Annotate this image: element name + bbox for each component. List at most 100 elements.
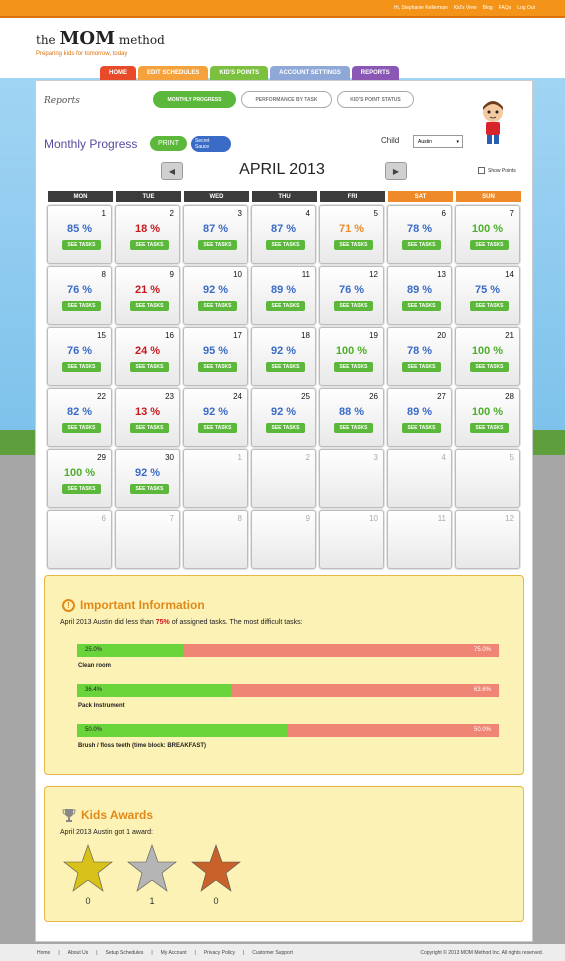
see-tasks-button[interactable]: SEE TASKS xyxy=(62,301,101,311)
see-tasks-button[interactable]: SEE TASKS xyxy=(402,240,441,250)
see-tasks-button[interactable]: SEE TASKS xyxy=(62,362,101,372)
calendar-day[interactable]: 15 76 % SEE TASKS xyxy=(47,327,112,386)
calendar-day[interactable]: 11 89 % SEE TASKS xyxy=(251,266,316,325)
calendar-day[interactable]: 21 100 % SEE TASKS xyxy=(455,327,520,386)
calendar-day[interactable]: 26 88 % SEE TASKS xyxy=(319,388,384,447)
see-tasks-button[interactable]: SEE TASKS xyxy=(266,362,305,372)
see-tasks-button[interactable]: SEE TASKS xyxy=(130,240,169,250)
top-link-blog[interactable]: Blog xyxy=(482,5,493,11)
calendar-day[interactable]: 8 76 % SEE TASKS xyxy=(47,266,112,325)
see-tasks-button[interactable]: SEE TASKS xyxy=(198,423,237,433)
calendar-day[interactable]: 12 76 % SEE TASKS xyxy=(319,266,384,325)
see-tasks-button[interactable]: SEE TASKS xyxy=(470,240,509,250)
prev-month-button[interactable]: ◀ xyxy=(161,162,183,180)
next-month-button[interactable]: ▶ xyxy=(385,162,407,180)
show-points-toggle[interactable]: Show Points xyxy=(478,167,516,174)
nav-tab-reports[interactable]: REPORTS xyxy=(351,66,399,80)
calendar-day[interactable]: 4 87 % SEE TASKS xyxy=(251,205,316,264)
see-tasks-button[interactable]: SEE TASKS xyxy=(198,240,237,250)
calendar-day[interactable]: 3 87 % SEE TASKS xyxy=(183,205,248,264)
see-tasks-button[interactable]: SEE TASKS xyxy=(266,423,305,433)
nav-tab-kid-s-points[interactable]: KID'S POINTS xyxy=(210,66,269,80)
footer-link-about[interactable]: About Us xyxy=(67,949,89,956)
footer-link-home[interactable]: Home xyxy=(37,949,51,956)
see-tasks-button[interactable]: SEE TASKS xyxy=(130,301,169,311)
calendar-day[interactable]: 24 92 % SEE TASKS xyxy=(183,388,248,447)
weekday-header: WED xyxy=(184,191,249,202)
footer-link-support[interactable]: Customer Support xyxy=(252,949,293,956)
footer-link-privacy[interactable]: Privacy Policy xyxy=(203,949,235,956)
top-link-faqs[interactable]: FAQs xyxy=(498,5,512,11)
calendar-day[interactable]: 17 95 % SEE TASKS xyxy=(183,327,248,386)
month-title: APRIL 2013 xyxy=(239,161,325,178)
awards-title-text: Kids Awards xyxy=(81,808,154,822)
see-tasks-button[interactable]: SEE TASKS xyxy=(198,362,237,372)
logo[interactable]: the MOM method xyxy=(36,28,165,49)
calendar-day[interactable]: 1 85 % SEE TASKS xyxy=(47,205,112,264)
see-tasks-button[interactable]: SEE TASKS xyxy=(62,423,101,433)
nav-tab-edit-schedules[interactable]: EDIT SCHEDULES xyxy=(138,66,209,80)
main-nav: HOME EDIT SCHEDULES KID'S POINTS ACCOUNT SE… xyxy=(100,66,401,80)
see-tasks-button[interactable]: SEE TASKS xyxy=(402,362,441,372)
calendar-day[interactable]: 9 21 % SEE TASKS xyxy=(115,266,180,325)
calendar-day[interactable]: 19 100 % SEE TASKS xyxy=(319,327,384,386)
see-tasks-button[interactable]: SEE TASKS xyxy=(402,301,441,311)
subtab-kids-point-status[interactable]: KID'S POINT STATUS xyxy=(337,91,414,108)
subtab-monthly-progress[interactable]: MONTHLY PROGRESS xyxy=(153,91,236,108)
see-tasks-button[interactable]: SEE TASKS xyxy=(130,423,169,433)
secret-sauce-button[interactable]: Secret Sauce xyxy=(191,136,231,152)
see-tasks-button[interactable]: SEE TASKS xyxy=(334,301,373,311)
day-completion-percent: 78 % xyxy=(406,345,433,357)
calendar-day[interactable]: 16 24 % SEE TASKS xyxy=(115,327,180,386)
child-select[interactable]: Austin ▾ xyxy=(413,135,463,148)
calendar-day[interactable]: 30 92 % SEE TASKS xyxy=(115,449,180,508)
see-tasks-button[interactable]: SEE TASKS xyxy=(334,240,373,250)
calendar-day-outside: 12 xyxy=(455,510,520,569)
tagline: Preparing kids for tomorrow, today xyxy=(36,51,128,57)
calendar-day[interactable]: 5 71 % SEE TASKS xyxy=(319,205,384,264)
day-completion-percent: 89 % xyxy=(406,406,433,418)
see-tasks-button[interactable]: SEE TASKS xyxy=(62,484,101,494)
print-button[interactable]: PRINT xyxy=(150,136,187,151)
calendar-day[interactable]: 23 13 % SEE TASKS xyxy=(115,388,180,447)
logo-method: method xyxy=(118,33,165,47)
day-completion-percent: 18 % xyxy=(134,223,161,235)
see-tasks-button[interactable]: SEE TASKS xyxy=(130,362,169,372)
see-tasks-button[interactable]: SEE TASKS xyxy=(266,240,305,250)
nav-tab-home[interactable]: HOME xyxy=(100,66,136,80)
gold-star-icon xyxy=(63,844,113,892)
calendar-day[interactable]: 28 100 % SEE TASKS xyxy=(455,388,520,447)
subtab-performance-by-task[interactable]: PERFORMANCE BY TASK xyxy=(241,91,332,108)
calendar-day-outside: 10 xyxy=(319,510,384,569)
calendar-day[interactable]: 7 100 % SEE TASKS xyxy=(455,205,520,264)
calendar-day[interactable]: 20 78 % SEE TASKS xyxy=(387,327,452,386)
top-link-kids-view[interactable]: Kid's View xyxy=(453,5,477,11)
see-tasks-button[interactable]: SEE TASKS xyxy=(470,301,509,311)
see-tasks-button[interactable]: SEE TASKS xyxy=(334,362,373,372)
nav-tab-account-settings[interactable]: ACCOUNT SETTINGS xyxy=(270,66,350,80)
see-tasks-button[interactable]: SEE TASKS xyxy=(266,301,305,311)
calendar-day[interactable]: 27 89 % SEE TASKS xyxy=(387,388,452,447)
see-tasks-button[interactable]: SEE TASKS xyxy=(334,423,373,433)
day-completion-percent: 100 % xyxy=(471,223,504,235)
calendar-day[interactable]: 2 18 % SEE TASKS xyxy=(115,205,180,264)
show-points-checkbox[interactable] xyxy=(478,167,485,174)
calendar-day[interactable]: 6 78 % SEE TASKS xyxy=(387,205,452,264)
see-tasks-button[interactable]: SEE TASKS xyxy=(130,484,169,494)
footer-link-account[interactable]: My Account xyxy=(160,949,187,956)
calendar-day[interactable]: 29 100 % SEE TASKS xyxy=(47,449,112,508)
calendar-day[interactable]: 18 92 % SEE TASKS xyxy=(251,327,316,386)
calendar-day[interactable]: 14 75 % SEE TASKS xyxy=(455,266,520,325)
calendar-day[interactable]: 22 82 % SEE TASKS xyxy=(47,388,112,447)
see-tasks-button[interactable]: SEE TASKS xyxy=(470,423,509,433)
footer-link-setup[interactable]: Setup Schedules xyxy=(105,949,144,956)
see-tasks-button[interactable]: SEE TASKS xyxy=(62,240,101,250)
see-tasks-button[interactable]: SEE TASKS xyxy=(470,362,509,372)
calendar-day[interactable]: 25 92 % SEE TASKS xyxy=(251,388,316,447)
top-link-logout[interactable]: Log Out xyxy=(517,5,535,11)
calendar-day[interactable]: 13 89 % SEE TASKS xyxy=(387,266,452,325)
see-tasks-button[interactable]: SEE TASKS xyxy=(198,301,237,311)
see-tasks-button[interactable]: SEE TASKS xyxy=(402,423,441,433)
calendar-day[interactable]: 10 92 % SEE TASKS xyxy=(183,266,248,325)
task-done-percent: 25.0% xyxy=(85,647,103,653)
